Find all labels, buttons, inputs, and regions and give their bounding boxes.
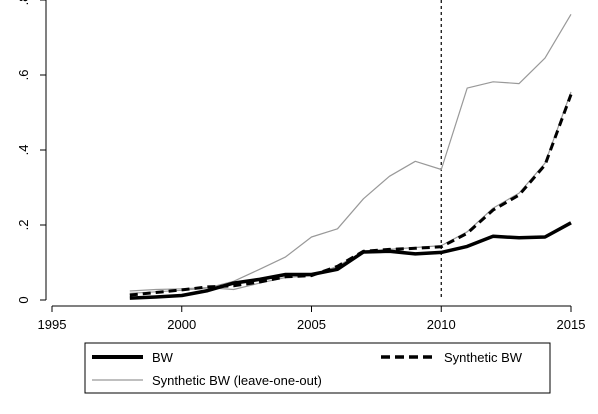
series-line-bw-0 bbox=[129, 221, 572, 300]
legend-label-leave-one-out: Synthetic BW (leave-one-out) bbox=[152, 373, 322, 388]
series-line-synthetic-bw-1 bbox=[129, 93, 573, 297]
y-tick-label: .8 bbox=[16, 0, 31, 5]
y-tick-label: 0 bbox=[16, 296, 31, 303]
x-tick-label: 2010 bbox=[427, 317, 456, 332]
x-tick-label: 2005 bbox=[297, 317, 326, 332]
legend-box bbox=[84, 342, 551, 394]
series-line-unlabeled-line-3 bbox=[129, 13, 572, 294]
x-tick-label: 2015 bbox=[557, 317, 586, 332]
y-tick-label: .4 bbox=[16, 145, 31, 156]
plot-area: 0 .2 .4 .6 .8 1995 2000 2005 2010 2015 bbox=[16, 0, 585, 332]
legend-label-synthetic-bw: Synthetic BW bbox=[444, 350, 523, 365]
x-tick-label: 1995 bbox=[38, 317, 67, 332]
y-tick-label: .2 bbox=[16, 220, 31, 231]
legend-label-bw: BW bbox=[152, 350, 174, 365]
x-tick-label: 2000 bbox=[167, 317, 196, 332]
y-tick-label: .6 bbox=[16, 70, 31, 81]
legend: BW Synthetic BW Synthetic BW (leave-one-… bbox=[84, 342, 551, 394]
